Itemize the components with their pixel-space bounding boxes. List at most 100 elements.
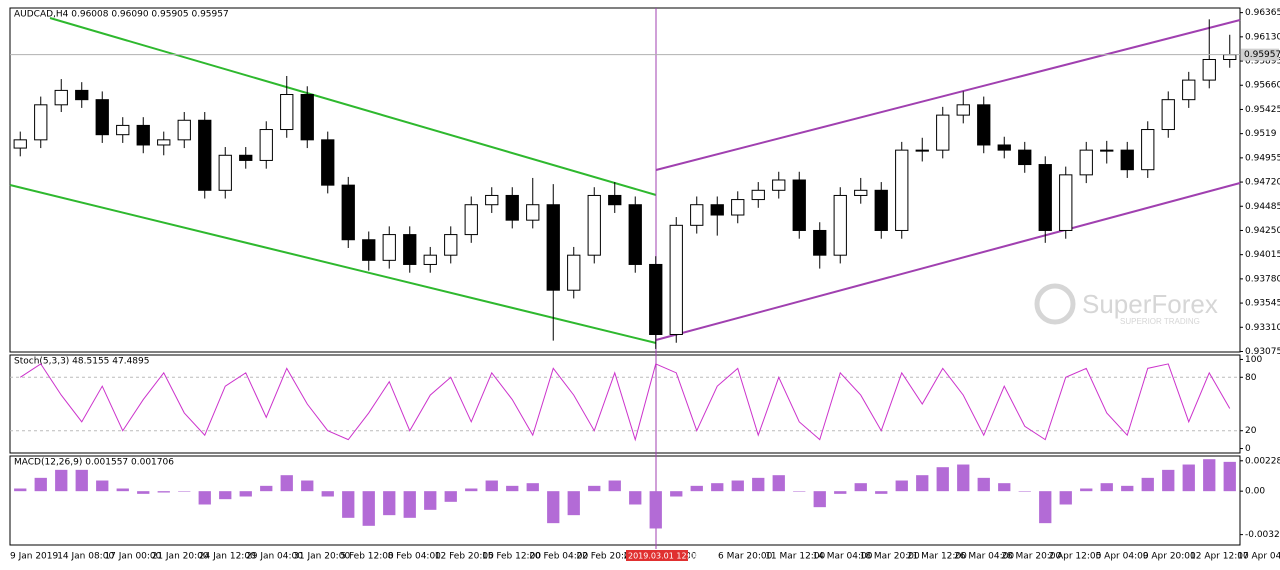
candle-body (444, 234, 458, 256)
y-tick-label: 0.95895 (1245, 57, 1280, 67)
candle-body (464, 204, 478, 236)
macd-bar (875, 491, 888, 494)
y-tick-label: 0.93310 (1245, 323, 1280, 333)
macd-bar (137, 491, 150, 494)
macd-bar (1203, 459, 1216, 492)
y-tick-label: 0.95425 (1245, 105, 1280, 115)
macd-bar (1039, 491, 1052, 524)
macd-bar (957, 464, 970, 492)
macd-bar (1223, 461, 1236, 492)
macd-bar (55, 469, 68, 492)
x-tick-label: 29 Jan 04:00 (246, 552, 303, 562)
y-tick-label: 0.94250 (1245, 226, 1280, 236)
y-tick-label: -0.00326 (1245, 530, 1280, 540)
macd-bar (157, 491, 170, 493)
macd-bar (895, 480, 908, 492)
y-tick-label: 0.94955 (1245, 153, 1280, 163)
trend-line (9, 184, 657, 344)
macd-bar (690, 485, 703, 492)
candle-body (259, 129, 273, 161)
macd-bar (1141, 477, 1154, 492)
candle-body (505, 194, 519, 221)
candle-body (1100, 149, 1114, 152)
trend-line (655, 19, 1241, 171)
candle-body (1059, 174, 1073, 231)
candle-body (321, 139, 335, 186)
x-tick-label: 21 Jan 20:00 (152, 552, 209, 562)
stoch-pane (9, 354, 1241, 454)
candle-body (341, 184, 355, 241)
y-tick-label: 0.96130 (1245, 32, 1280, 42)
x-tick-label: 24 Jan 12:00 (199, 552, 256, 562)
macd-bar (752, 477, 765, 492)
macd-bar (14, 488, 27, 492)
candle-body (669, 224, 683, 335)
x-tick-label: 11 Mar 12:00 (765, 552, 825, 562)
candle-body (95, 99, 109, 136)
candle-body (75, 89, 89, 101)
macd-bar (608, 480, 621, 492)
candle-body (895, 149, 909, 231)
macd-bar (403, 491, 416, 518)
candle-body (1079, 149, 1093, 176)
y-tick-label: 0.94720 (1245, 178, 1280, 188)
macd-bar (1059, 491, 1072, 505)
macd-bar (567, 491, 580, 516)
y-tick-label: 0.93075 (1245, 347, 1280, 357)
stoch-title: Stoch(5,3,3) 48.5155 47.4895 (14, 357, 149, 367)
candle-body (1018, 149, 1032, 166)
candle-body (1141, 129, 1155, 171)
macd-bar (1121, 485, 1134, 492)
stoch-line (19, 363, 1231, 442)
candle-body (915, 149, 929, 152)
candle-body (874, 189, 888, 231)
x-tick-label: 26 Mar 04:00 (954, 552, 1014, 562)
x-tick-label: 5 Feb 12:00 (340, 552, 394, 562)
y-tick-label: 0 (1245, 444, 1251, 454)
candle-body (854, 189, 868, 196)
candle-body (136, 124, 150, 146)
macd-bar (444, 491, 457, 502)
candle-body (772, 179, 786, 191)
macd-bar (96, 480, 109, 492)
chart-title: AUDCAD,H4 0.96008 0.96090 0.95905 0.9595… (14, 10, 229, 20)
macd-bar (342, 491, 355, 518)
macd-bar (772, 475, 785, 492)
y-tick-label: 0.00 (1245, 487, 1265, 497)
macd-bar (198, 491, 211, 505)
candle-body (218, 154, 232, 191)
macd-bar (998, 483, 1011, 492)
candle-body (54, 89, 68, 106)
candle-body (177, 119, 191, 141)
x-tick-label: 12 Feb 20:00 (435, 552, 494, 562)
y-tick-label: 100 (1245, 355, 1262, 365)
x-tick-label: 9 Apr 20:00 (1143, 552, 1196, 562)
x-tick-label: 12 Apr 12:00 (1190, 552, 1249, 562)
trend-lines (9, 17, 1241, 344)
y-tick-label: 0.93545 (1245, 299, 1280, 309)
candle-body (403, 234, 417, 265)
macd-bar (280, 475, 293, 492)
macd-bar (260, 485, 273, 492)
macd-bar (1018, 491, 1031, 492)
x-tick-label: 6 Mar 20:00 (718, 552, 773, 562)
macd-bar (34, 477, 47, 492)
macd-bar (301, 480, 314, 492)
trend-line (49, 17, 657, 196)
candle-body (1202, 58, 1216, 81)
candle-body (710, 204, 724, 216)
x-tick-label: 17 Jan 00:00 (104, 552, 161, 562)
candle-body (751, 189, 765, 201)
candle-body (1161, 99, 1175, 131)
candle-body (792, 179, 806, 231)
x-tick-label: 18 Mar 20:00 (860, 552, 920, 562)
candle-body (116, 124, 130, 136)
x-tick-label: 31 Jan 20:00 (293, 552, 350, 562)
y-tick-label: 0.9519 (1245, 129, 1277, 139)
x-tick-label: 20 Feb 04:00 (529, 552, 588, 562)
macd-bar (1080, 488, 1093, 492)
macd-bar (731, 480, 744, 492)
candle-body (526, 204, 540, 221)
x-tick-label: 14 Jan 08:00 (57, 552, 114, 562)
trend-line (655, 182, 1241, 341)
